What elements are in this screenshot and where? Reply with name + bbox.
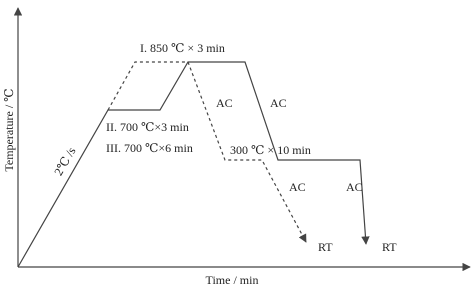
rate-label: 2℃ /s bbox=[51, 144, 79, 178]
end-label: RT bbox=[382, 240, 397, 254]
process-path-dashed bbox=[187, 61, 307, 243]
cooling-label: AC bbox=[270, 96, 287, 110]
cooling-label: AC bbox=[289, 180, 306, 194]
stage-label: II. 700 ℃×3 min bbox=[106, 120, 189, 134]
process-path-dashed bbox=[107, 61, 188, 111]
stage-label: III. 700 ℃×6 min bbox=[106, 141, 193, 155]
x-axis-label: Time / min bbox=[206, 273, 259, 287]
cooling-label: AC bbox=[346, 180, 363, 194]
end-label: RT bbox=[318, 240, 333, 254]
process-path bbox=[17, 61, 370, 268]
y-axis-label: Temperature / ℃ bbox=[2, 88, 16, 171]
cooling-label: AC bbox=[216, 96, 233, 110]
stage-label: I. 850 ℃ × 3 min bbox=[140, 41, 225, 55]
stage-label: 300 ℃ × 10 min bbox=[230, 143, 311, 157]
